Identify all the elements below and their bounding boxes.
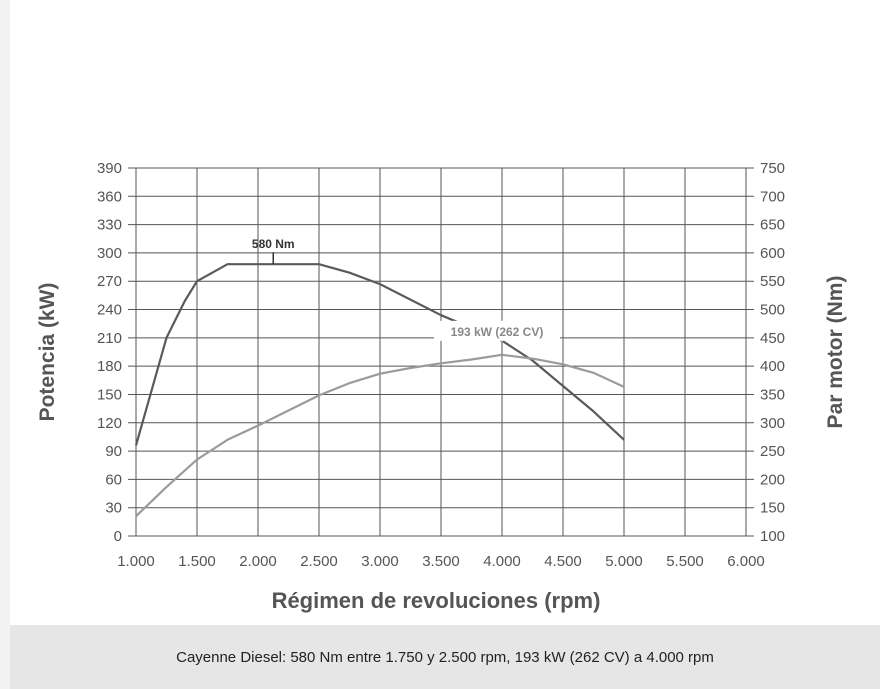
y-tick-label: 90 [105, 443, 122, 460]
y2-tick-label: 450 [760, 330, 785, 347]
torque-peak-label: 580 Nm [252, 237, 295, 251]
x-tick-label: 2.500 [300, 553, 338, 570]
y-tick-label: 180 [97, 358, 122, 375]
y-tick-label: 300 [97, 245, 122, 262]
y-tick-label: 60 [105, 471, 122, 488]
y2-axis-title: Par motor (Nm) [824, 276, 847, 429]
y-tick-label: 210 [97, 330, 122, 347]
x-axis-title: Régimen de revoluciones (rpm) [272, 588, 601, 613]
x-tick-label: 3.500 [422, 553, 460, 570]
x-tick-label: 5.000 [605, 553, 643, 570]
y2-tick-label: 650 [760, 217, 785, 234]
x-tick-label: 2.000 [239, 553, 277, 570]
y-axis-title: Potencia (kW) [36, 283, 59, 422]
y-tick-label: 240 [97, 302, 122, 319]
x-tick-label: 6.000 [727, 553, 765, 570]
y-tick-label: 150 [97, 386, 122, 403]
y-tick-label: 120 [97, 415, 122, 432]
engine-performance-chart: 0 100 30 150 60 200 90 250 120 300 150 350 180 400 210… [36, 160, 847, 613]
x-tick-label: 4.000 [483, 553, 521, 570]
x-tick-label: 3.000 [361, 553, 399, 570]
power-peak-label-bg [434, 320, 560, 341]
y-tick-label: 270 [97, 273, 122, 290]
y2-tick-label: 400 [760, 358, 785, 375]
y2-tick-label: 700 [760, 188, 785, 205]
y2-tick-label: 600 [760, 245, 785, 262]
y2-tick-label: 550 [760, 273, 785, 290]
y2-tick-label: 150 [760, 500, 785, 517]
y-tick-label: 330 [97, 217, 122, 234]
y2-tick-label: 200 [760, 471, 785, 488]
y-tick-label: 390 [97, 160, 122, 177]
x-tick-label: 1.500 [178, 553, 216, 570]
y2-tick-label: 350 [760, 386, 785, 403]
x-tick-label: 4.500 [544, 553, 582, 570]
chart-panel: 0 100 30 150 60 200 90 250 120 300 150 350 180 400 210… [10, 0, 880, 625]
power-peak-label: 193 kW (262 CV) [451, 325, 544, 339]
y2-tick-label: 100 [760, 528, 785, 545]
y2-tick-label: 750 [760, 160, 785, 177]
y2-tick-label: 500 [760, 302, 785, 319]
caption-bar: Cayenne Diesel: 580 Nm entre 1.750 y 2.5… [10, 625, 880, 689]
chart-caption: Cayenne Diesel: 580 Nm entre 1.750 y 2.5… [176, 648, 714, 666]
x-tick-label: 1.000 [117, 553, 155, 570]
y-tick-label: 30 [105, 500, 122, 517]
x-tick-label: 5.500 [666, 553, 704, 570]
y-tick-label: 0 [114, 528, 122, 545]
power-line [135, 353, 625, 517]
y-tick-label: 360 [97, 188, 122, 205]
y2-tick-label: 300 [760, 415, 785, 432]
torque-line [134, 263, 625, 446]
y2-tick-label: 250 [760, 443, 785, 460]
